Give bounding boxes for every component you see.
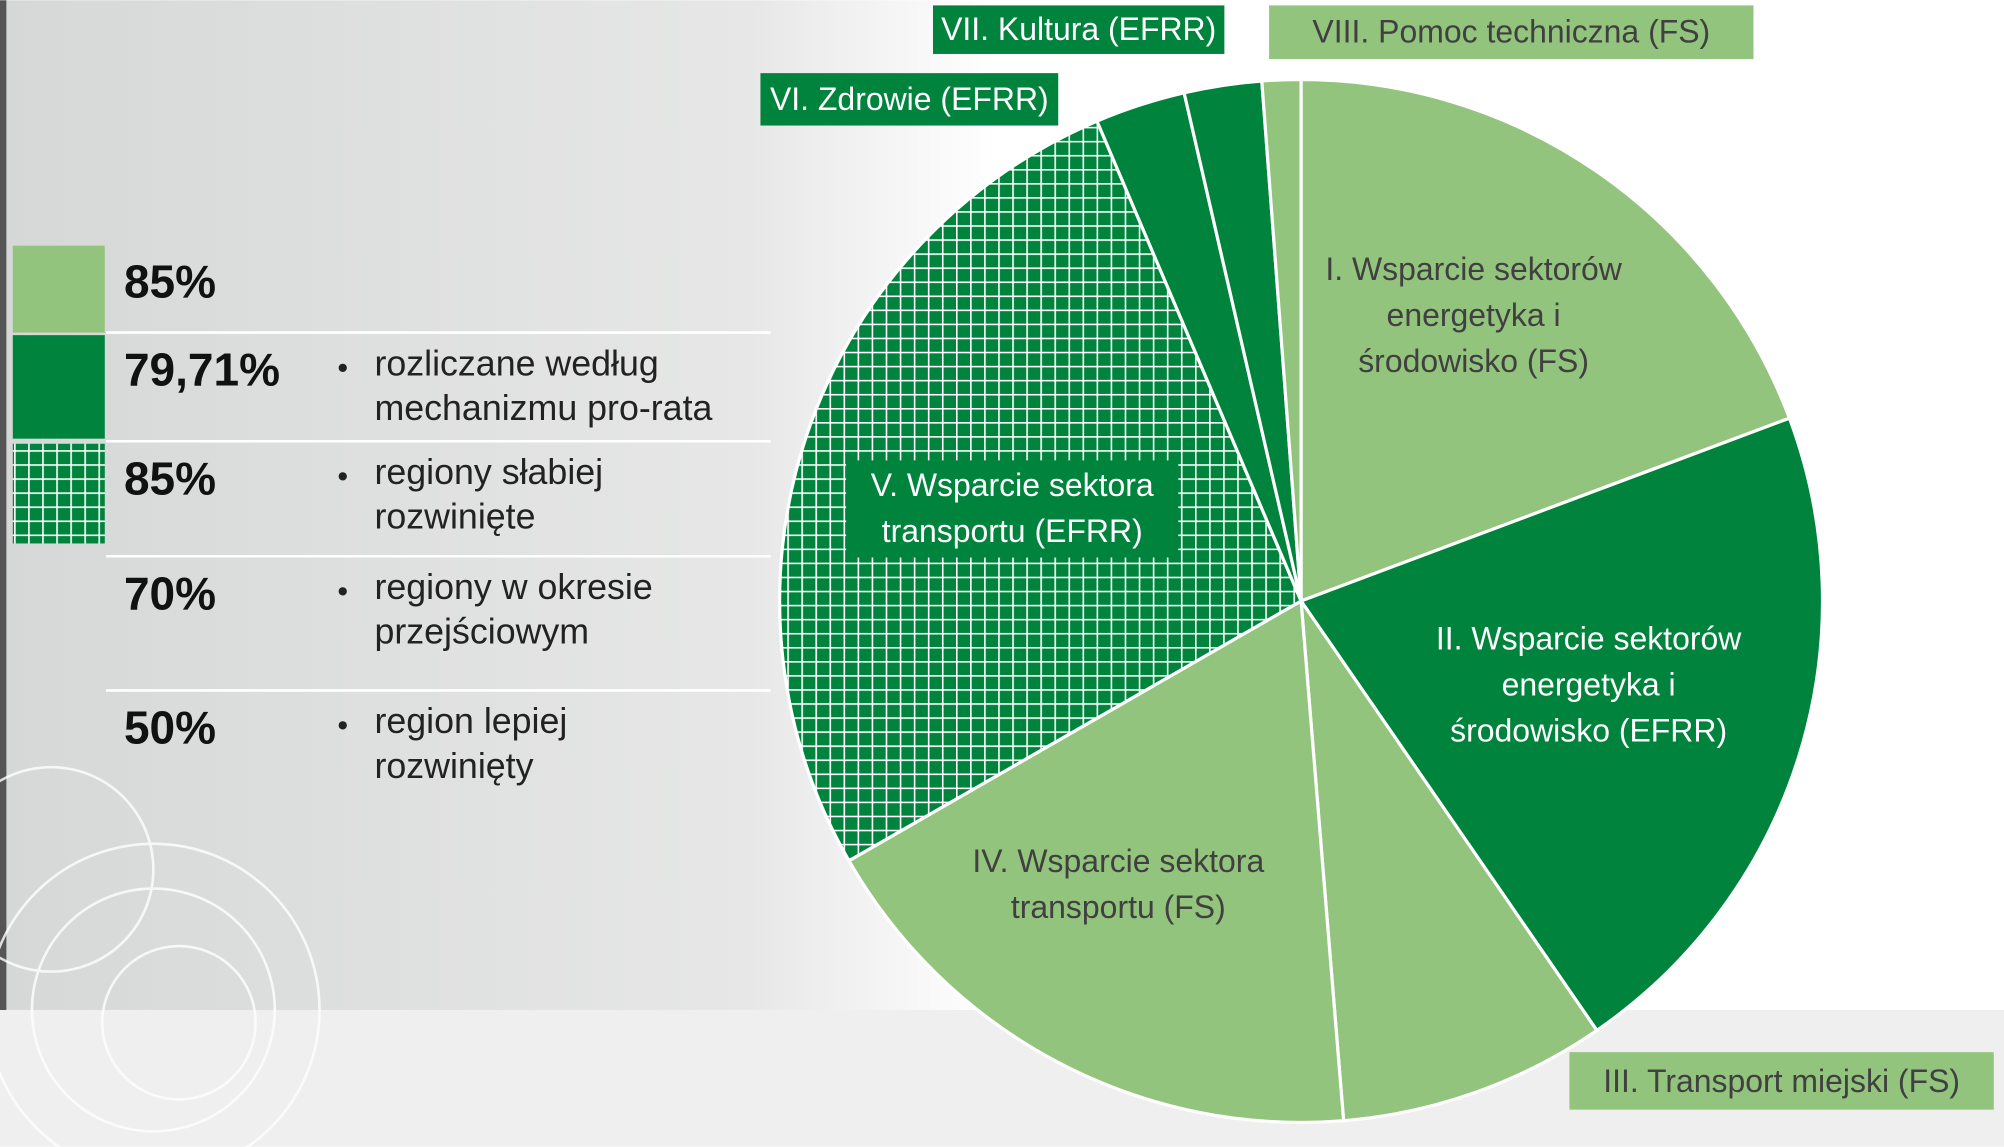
slice-label-text: I. Wsparcie sektorów energetyka i środow… [1325, 252, 1622, 380]
rate: 50% [124, 701, 216, 753]
rate-table: 85% 79,71% • rozliczane według mechanizmu pr… [12, 245, 771, 786]
swatch [12, 245, 105, 333]
swatch [12, 335, 105, 439]
rate: 70% [124, 567, 216, 619]
slice-label-text: VI. Zdrowie (EFRR) [769, 81, 1049, 118]
label-background [760, 73, 1059, 126]
slice-labels: I. Wsparcie sektorów energetyka i środow… [760, 5, 1994, 1110]
note-line: region lepiej [374, 701, 567, 741]
slice [1298, 416, 1825, 1033]
note-line: mechanizmu pro-rata [374, 388, 712, 428]
note-line: rozliczane według [374, 343, 658, 383]
label-background [1569, 1052, 1994, 1110]
label-box: VII. Kultura (EFRR) [933, 5, 1224, 54]
label-box: I. Wsparcie sektorów energetyka i środow… [1320, 188, 1627, 444]
swatch [12, 443, 105, 544]
note-line: regiony słabiej [374, 452, 603, 492]
slice-label: IV. Wsparcie sektora transportu (FS) [939, 757, 1297, 1013]
slice-label: VIII. Pomoc techniczna (FS) [1269, 5, 1753, 59]
label-box: V. Wsparcie sektora transportu (EFRR) [846, 381, 1179, 637]
slice-label-text: II. Wsparcie sektorów energetyka i środo… [1435, 621, 1742, 750]
label-box: IV. Wsparcie sektora transportu (FS) [939, 757, 1297, 1013]
label-box: VIII. Pomoc techniczna (FS) [1269, 5, 1753, 59]
slice-label: V. Wsparcie sektora transportu (EFRR) [846, 381, 1179, 637]
rate: 85% [124, 255, 216, 307]
label-box: VI. Zdrowie (EFRR) [760, 73, 1058, 125]
label-box: II. Wsparcie sektorów energetyka i środo… [1435, 558, 1742, 814]
slice [1299, 77, 1792, 604]
label-background [1269, 5, 1754, 60]
note-line: regiony w okresie [374, 567, 652, 607]
slice-label-text: VIII. Pomoc techniczna (FS) [1312, 14, 1711, 51]
slice-label: III. Transport miejski (FS) [1569, 1052, 1993, 1110]
slice [1260, 77, 1303, 602]
slice-label-text: III. Transport miejski (FS) [1603, 1062, 1961, 1099]
rate: 79,71% [124, 344, 280, 396]
note-line: przejściowym [374, 612, 589, 652]
bullet: • [337, 459, 348, 493]
label-box: III. Transport miejski (FS) [1569, 1052, 1993, 1110]
bullet: • [337, 574, 348, 608]
slice-label: VI. Zdrowie (EFRR) [760, 73, 1058, 125]
slice-label: I. Wsparcie sektorów energetyka i środow… [1320, 188, 1627, 444]
edge-bar [0, 0, 7, 1010]
slice-label-text: VII. Kultura (EFRR) [941, 11, 1217, 48]
slice-label: VII. Kultura (EFRR) [933, 5, 1224, 54]
bullet: • [337, 709, 348, 743]
slice [846, 598, 1346, 1125]
pie [778, 77, 1825, 1125]
slice-label-text: V. Wsparcie sektora transportu (EFRR) [846, 460, 1179, 558]
slice-label: II. Wsparcie sektorów energetyka i środo… [1435, 558, 1742, 814]
slice-label-text: IV. Wsparcie sektora transportu (FS) [972, 843, 1265, 926]
label-background [932, 5, 1225, 54]
note-line: rozwinięty [374, 746, 533, 786]
slice [1298, 595, 1600, 1123]
decor-circles [0, 765, 321, 1147]
rate: 85% [124, 452, 216, 504]
bullet: • [337, 351, 348, 385]
note-line: rozwinięte [374, 497, 535, 537]
